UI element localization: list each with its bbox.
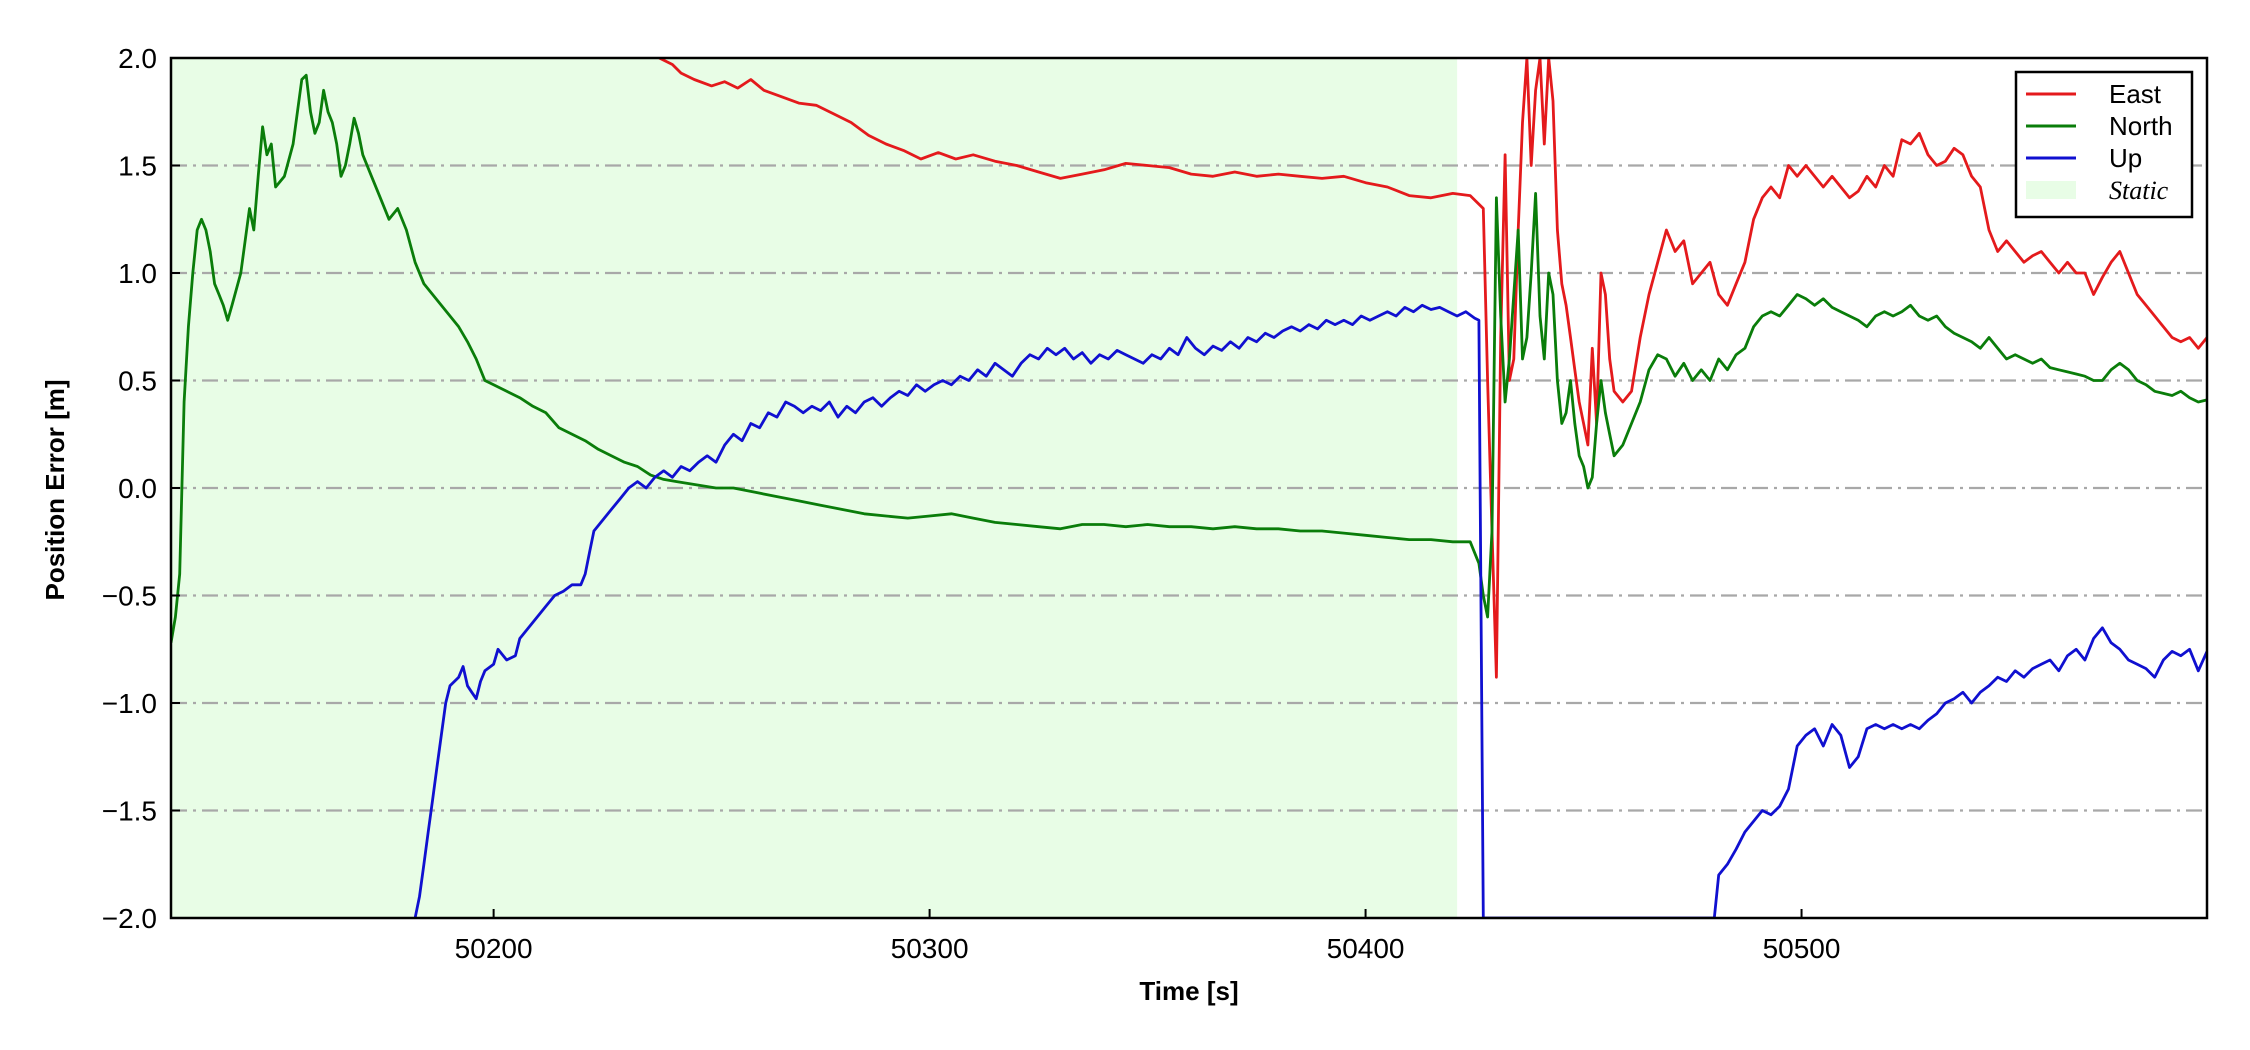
series-line-up	[413, 303, 2207, 918]
y-tick-label-5: 0.5	[118, 366, 157, 397]
x-tick-label-2: 50400	[1327, 933, 1405, 964]
legend-label-north: North	[2109, 111, 2173, 141]
x-tick-label-0: 50200	[455, 933, 533, 964]
y-tick-label-0: −2.0	[102, 903, 157, 934]
y-tick-label-1: −1.5	[102, 796, 157, 827]
legend-label-up: Up	[2109, 143, 2142, 173]
axes-layer: 50200 50300 50400 50500 −2.0 −1.5 −1.0 −0.5 0.0 0…	[102, 43, 2209, 964]
y-tick-label-2: −1.0	[102, 688, 157, 719]
y-tick-label-6: 1.0	[118, 258, 157, 289]
legend-label-east: East	[2109, 79, 2162, 109]
legend-swatch-static	[2026, 181, 2076, 199]
y-tick-label-3: −0.5	[102, 581, 157, 612]
y-tick-label-4: 0.0	[118, 473, 157, 504]
series-layer	[171, 58, 2207, 918]
grid-layer	[171, 164, 2207, 812]
y-axis-title: Position Error [m]	[40, 379, 70, 600]
x-tick-label-1: 50300	[891, 933, 969, 964]
series-line-east	[658, 58, 2207, 679]
series-line-north	[171, 73, 2207, 644]
legend-label-static: Static	[2109, 176, 2169, 205]
x-tick-label-3: 50500	[1763, 933, 1841, 964]
x-axis-title: Time [s]	[1139, 976, 1238, 1006]
y-tick-label-7: 1.5	[118, 151, 157, 182]
y-tick-label-8: 2.0	[118, 43, 157, 74]
